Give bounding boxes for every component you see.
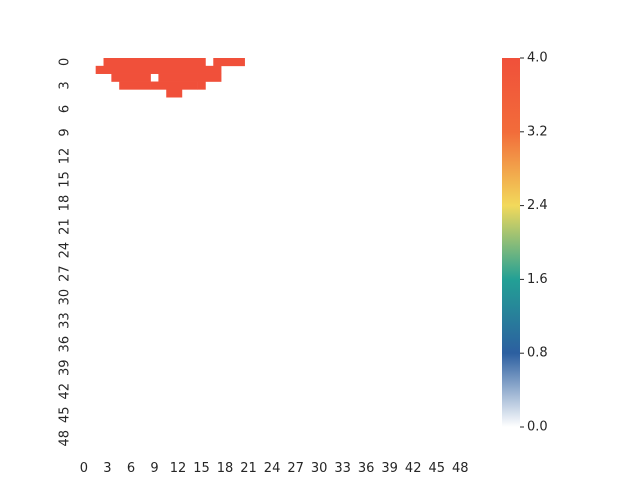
y-tick-label: 9 [58,128,73,136]
y-tick-label: 27 [58,265,73,282]
heatmap-cell [119,81,151,90]
colorbar-tick-label: 3.2 [527,124,548,139]
y-tick-label: 6 [58,105,73,113]
y-tick-label: 45 [58,406,73,423]
heatmap-cell [150,81,198,90]
heatmap-cell [166,89,183,98]
colorbar [502,58,520,427]
y-tick-label: 30 [58,289,73,306]
heatmap-plot-area [95,58,245,98]
heatmap-cell [205,65,222,74]
x-tick-label: 21 [240,461,257,476]
x-tick-label: 15 [193,461,210,476]
heatmap-cell [197,81,206,90]
y-tick-label: 48 [58,430,73,447]
y-tick-label: 39 [58,359,73,376]
y-tick-label: 18 [58,195,73,212]
x-tick-label: 42 [405,461,422,476]
colorbar-tick-label: 2.4 [527,198,548,213]
x-tick-label: 27 [287,461,304,476]
x-tick-label: 33 [334,461,351,476]
colorbar-tick-label: 0.8 [527,346,548,361]
x-tick-label: 36 [358,461,375,476]
x-tick-label: 30 [311,461,328,476]
x-tick-label: 3 [103,461,111,476]
colorbar-ticks: 0.0 0.8 1.6 2.4 3.2 4.0 [520,51,548,435]
x-tick-label: 6 [127,461,135,476]
y-tick-label: 24 [58,242,73,259]
heatmap-cell [103,58,206,67]
x-tick-label: 39 [381,461,398,476]
x-tick-label: 9 [150,461,158,476]
x-tick-label: 18 [217,461,234,476]
x-axis-ticks: 0 3 6 9 12 15 18 21 24 27 30 33 36 39 42 45 48 [80,461,469,476]
heatmap-cell [213,58,245,67]
x-tick-label: 48 [452,461,469,476]
x-tick-label: 24 [264,461,281,476]
y-tick-label: 12 [58,148,73,165]
y-tick-label: 36 [58,336,73,353]
y-tick-label: 42 [58,383,73,400]
colorbar-tick-label: 1.6 [527,272,548,287]
y-tick-label: 3 [58,81,73,89]
colorbar-tick-label: 0.0 [527,420,548,435]
y-tick-label: 33 [58,312,73,329]
x-tick-label: 0 [80,461,88,476]
heatmap-cell [111,73,151,82]
x-tick-label: 45 [428,461,445,476]
colorbar-tick-label: 4.0 [527,51,548,66]
heatmap-cell [95,65,206,74]
y-tick-label: 0 [58,58,73,66]
x-tick-label: 12 [170,461,187,476]
heatmap-cell [158,73,222,82]
y-tick-label: 15 [58,171,73,188]
y-tick-label: 21 [58,218,73,235]
